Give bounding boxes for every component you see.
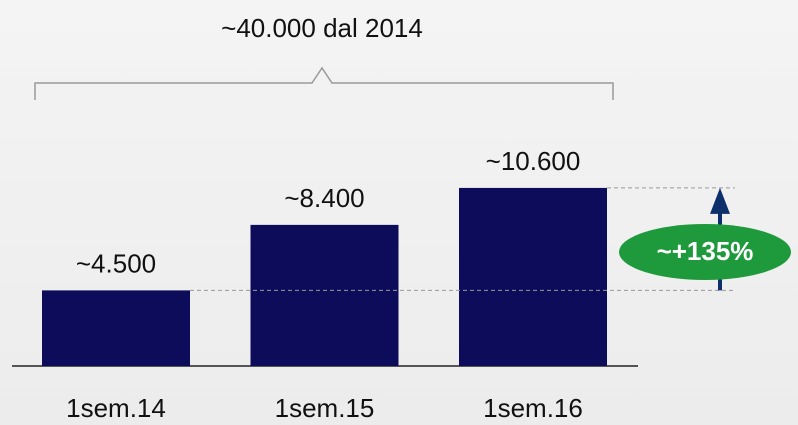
bar xyxy=(250,224,399,366)
growth-badge xyxy=(619,224,791,280)
bar xyxy=(459,187,607,366)
x-tick-label: 1sem.14 xyxy=(66,393,166,423)
bar xyxy=(42,290,190,366)
growth-label: ~+135% xyxy=(657,236,754,266)
brace-label: ~40.000 dal 2014 xyxy=(221,13,423,43)
x-tick-label: 1sem.15 xyxy=(275,393,375,423)
arrow-head xyxy=(710,187,730,214)
brace xyxy=(34,66,614,100)
value-label: ~10.600 xyxy=(486,146,581,176)
value-label: ~8.400 xyxy=(284,183,364,213)
x-tick-label: 1sem.16 xyxy=(483,393,583,423)
value-label: ~4.500 xyxy=(76,248,156,278)
